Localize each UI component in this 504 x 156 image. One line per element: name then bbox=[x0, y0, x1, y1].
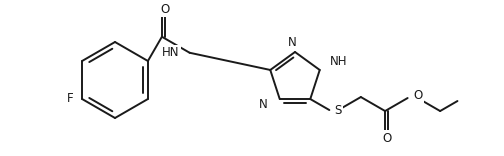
Text: S: S bbox=[334, 104, 342, 117]
Text: F: F bbox=[67, 93, 73, 105]
Text: N: N bbox=[259, 98, 268, 111]
Text: O: O bbox=[414, 89, 423, 102]
Text: O: O bbox=[382, 132, 391, 145]
Text: HN: HN bbox=[162, 46, 179, 59]
Text: N: N bbox=[288, 37, 296, 49]
Text: O: O bbox=[160, 3, 169, 16]
Text: NH: NH bbox=[330, 56, 347, 68]
